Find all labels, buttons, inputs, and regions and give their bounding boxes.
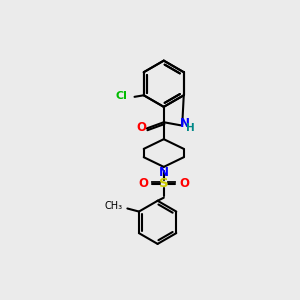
Text: S: S xyxy=(159,177,169,190)
Text: O: O xyxy=(138,177,148,190)
Text: N: N xyxy=(159,166,169,179)
Text: N: N xyxy=(179,117,190,130)
Text: O: O xyxy=(136,121,146,134)
Text: CH₃: CH₃ xyxy=(105,201,123,211)
Text: Cl: Cl xyxy=(116,91,127,101)
Text: O: O xyxy=(179,177,190,190)
Text: H: H xyxy=(186,123,195,134)
